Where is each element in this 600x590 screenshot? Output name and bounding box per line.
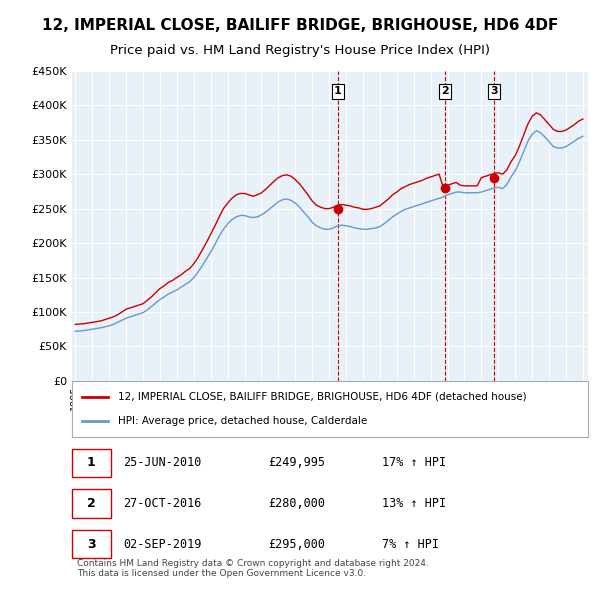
Text: 3: 3 bbox=[87, 538, 95, 551]
FancyBboxPatch shape bbox=[72, 490, 110, 517]
Text: 2: 2 bbox=[441, 87, 449, 97]
Text: £295,000: £295,000 bbox=[268, 538, 325, 551]
Text: 12, IMPERIAL CLOSE, BAILIFF BRIDGE, BRIGHOUSE, HD6 4DF: 12, IMPERIAL CLOSE, BAILIFF BRIDGE, BRIG… bbox=[42, 18, 558, 32]
Text: Price paid vs. HM Land Registry's House Price Index (HPI): Price paid vs. HM Land Registry's House … bbox=[110, 44, 490, 57]
Text: £249,995: £249,995 bbox=[268, 456, 325, 469]
Text: HPI: Average price, detached house, Calderdale: HPI: Average price, detached house, Cald… bbox=[118, 417, 368, 427]
Text: £280,000: £280,000 bbox=[268, 497, 325, 510]
Text: 12, IMPERIAL CLOSE, BAILIFF BRIDGE, BRIGHOUSE, HD6 4DF (detached house): 12, IMPERIAL CLOSE, BAILIFF BRIDGE, BRIG… bbox=[118, 392, 527, 402]
Text: 13% ↑ HPI: 13% ↑ HPI bbox=[382, 497, 446, 510]
Text: Contains HM Land Registry data © Crown copyright and database right 2024.
This d: Contains HM Land Registry data © Crown c… bbox=[77, 559, 429, 578]
Text: 27-OCT-2016: 27-OCT-2016 bbox=[124, 497, 202, 510]
FancyBboxPatch shape bbox=[72, 448, 110, 477]
Text: 3: 3 bbox=[490, 87, 498, 97]
FancyBboxPatch shape bbox=[72, 530, 110, 559]
Text: 02-SEP-2019: 02-SEP-2019 bbox=[124, 538, 202, 551]
Text: 25-JUN-2010: 25-JUN-2010 bbox=[124, 456, 202, 469]
Text: 1: 1 bbox=[334, 87, 341, 97]
Text: 2: 2 bbox=[87, 497, 95, 510]
Text: 7% ↑ HPI: 7% ↑ HPI bbox=[382, 538, 439, 551]
Text: 1: 1 bbox=[87, 456, 95, 469]
Text: 17% ↑ HPI: 17% ↑ HPI bbox=[382, 456, 446, 469]
